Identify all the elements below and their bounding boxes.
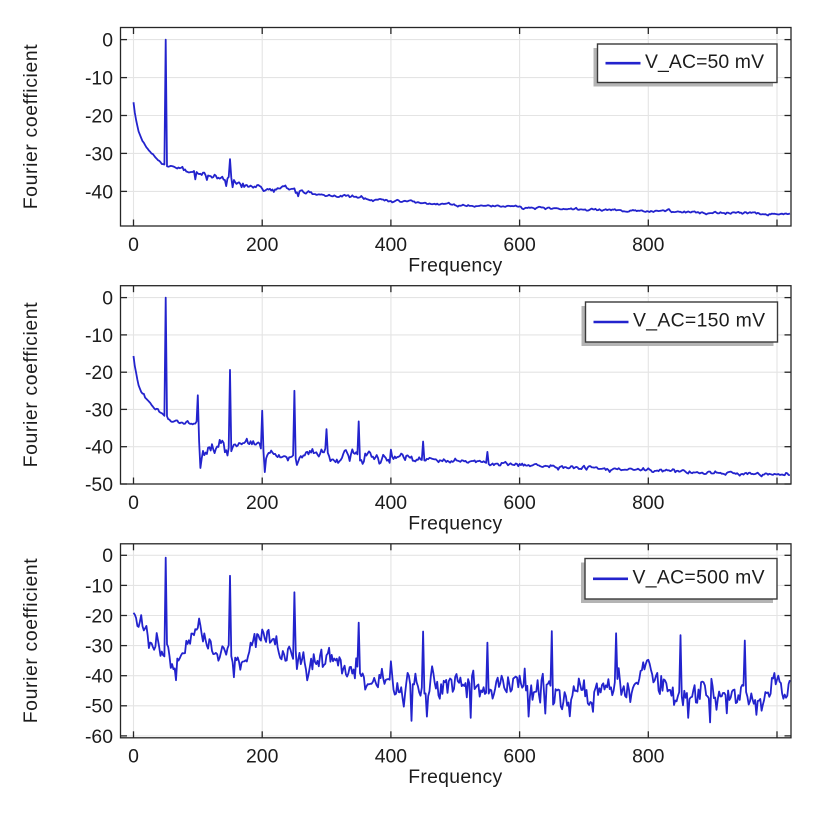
svg-text:-50: -50 xyxy=(85,474,113,496)
svg-text:-40: -40 xyxy=(85,437,113,459)
svg-text:Frequency: Frequency xyxy=(408,766,502,788)
svg-text:-10: -10 xyxy=(85,575,113,597)
svg-text:0: 0 xyxy=(102,545,113,567)
svg-text:-20: -20 xyxy=(85,362,113,384)
svg-text:600: 600 xyxy=(503,492,536,514)
svg-text:400: 400 xyxy=(375,492,408,514)
svg-text:600: 600 xyxy=(503,234,536,256)
svg-text:-50: -50 xyxy=(85,696,113,718)
svg-text:-30: -30 xyxy=(85,636,113,658)
svg-text:V_AC=150 mV: V_AC=150 mV xyxy=(633,310,765,332)
svg-text:800: 800 xyxy=(632,492,665,514)
svg-text:-30: -30 xyxy=(85,143,113,165)
svg-text:800: 800 xyxy=(632,746,665,768)
svg-text:Fourier coefficient: Fourier coefficient xyxy=(20,44,42,210)
svg-text:V_AC=50 mV: V_AC=50 mV xyxy=(645,51,764,73)
svg-text:-20: -20 xyxy=(85,105,113,127)
svg-text:0: 0 xyxy=(128,492,139,514)
svg-text:Fourier coefficient: Fourier coefficient xyxy=(20,558,42,724)
svg-text:-10: -10 xyxy=(85,68,113,90)
svg-text:400: 400 xyxy=(375,746,408,768)
svg-text:-30: -30 xyxy=(85,399,113,421)
svg-text:V_AC=500 mV: V_AC=500 mV xyxy=(633,566,765,588)
svg-text:200: 200 xyxy=(246,234,279,256)
svg-text:Frequency: Frequency xyxy=(408,512,502,534)
svg-text:200: 200 xyxy=(246,746,279,768)
svg-text:0: 0 xyxy=(128,234,139,256)
svg-text:-60: -60 xyxy=(85,726,113,748)
svg-text:400: 400 xyxy=(375,234,408,256)
svg-text:-20: -20 xyxy=(85,605,113,627)
svg-text:0: 0 xyxy=(128,746,139,768)
svg-text:-10: -10 xyxy=(85,325,113,347)
svg-text:Frequency: Frequency xyxy=(408,254,502,276)
svg-text:0: 0 xyxy=(102,288,113,310)
svg-text:-40: -40 xyxy=(85,666,113,688)
svg-text:200: 200 xyxy=(246,492,279,514)
svg-text:600: 600 xyxy=(503,746,536,768)
svg-text:-40: -40 xyxy=(85,181,113,203)
svg-text:0: 0 xyxy=(102,30,113,52)
svg-text:Fourier coefficient: Fourier coefficient xyxy=(20,302,42,468)
svg-text:800: 800 xyxy=(632,234,665,256)
